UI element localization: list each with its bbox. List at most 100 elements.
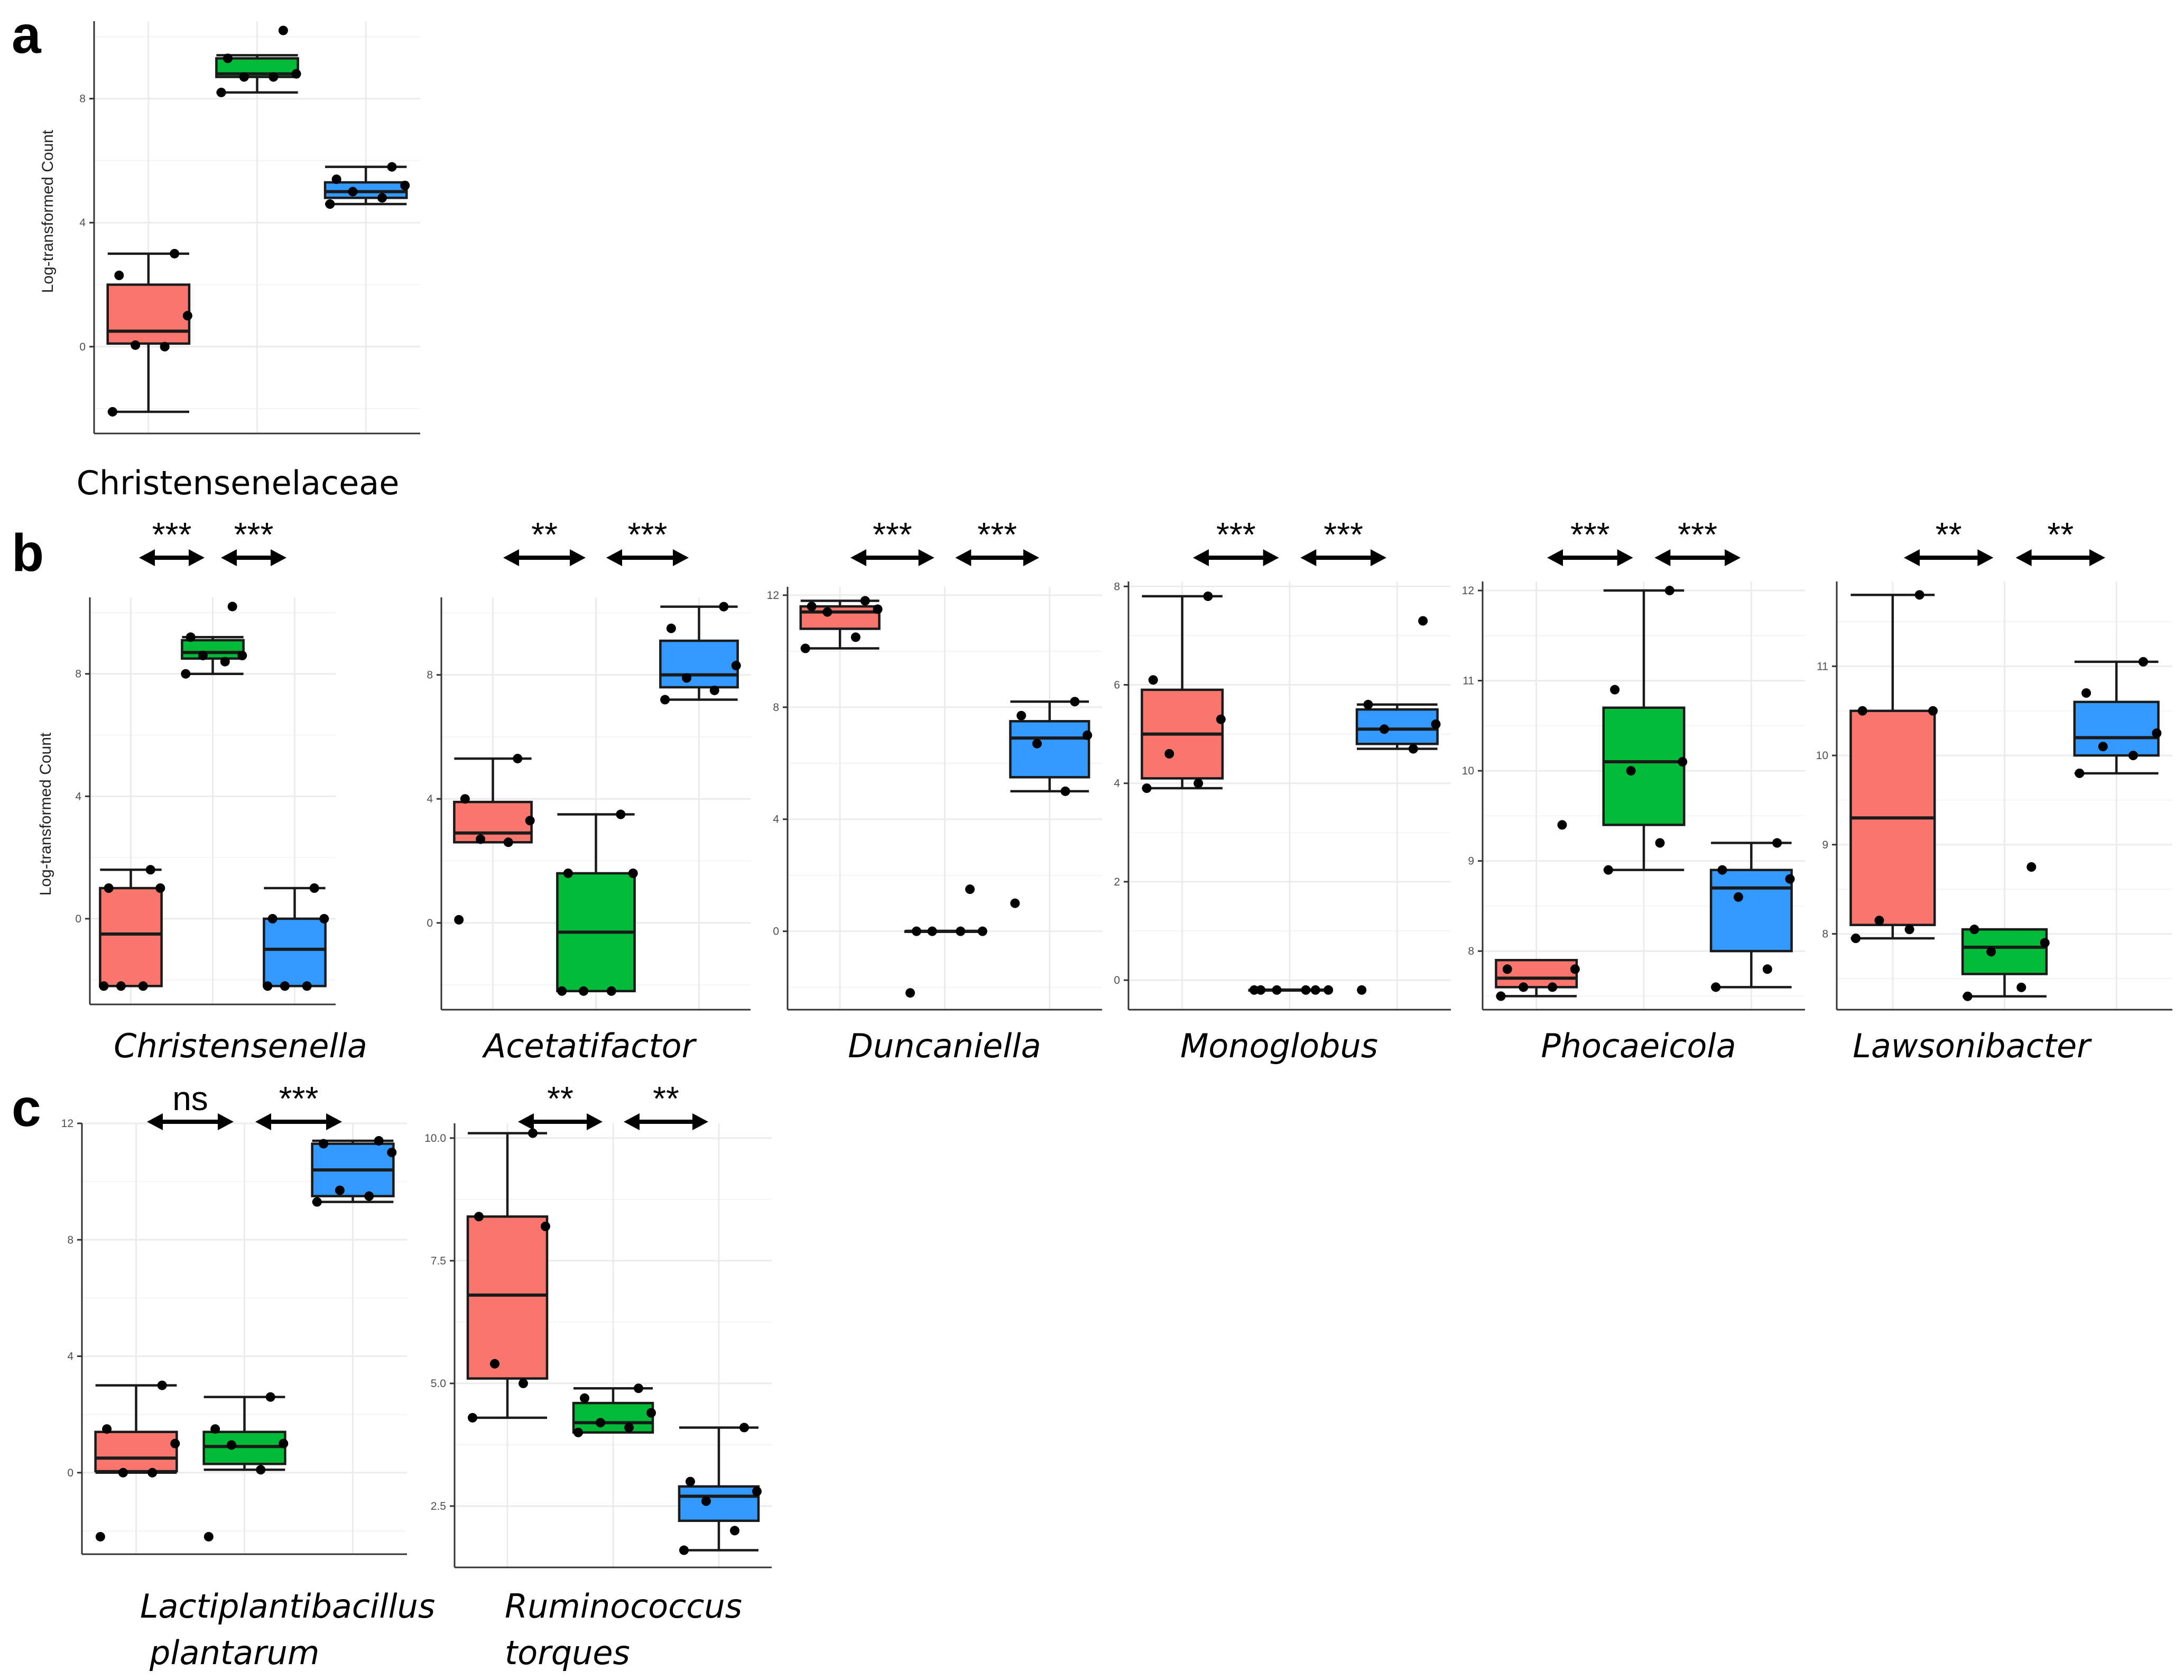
data-point [460,794,470,804]
data-point [1357,985,1367,995]
data-point [1310,985,1320,995]
data-point [1408,744,1418,754]
arrowhead-right [1023,549,1039,566]
data-point [312,1197,322,1207]
data-point [628,868,638,878]
data-point [302,981,312,991]
data-point [1785,874,1795,884]
data-point [965,884,975,894]
data-point [280,981,290,991]
significance-label: *** [628,515,668,553]
data-point [2138,657,2148,667]
box-group-3 [678,1485,760,1522]
data-point [170,248,180,259]
data-point [2098,742,2108,752]
data-point [2081,688,2092,698]
data-point [1272,985,1282,995]
data-point [138,981,148,991]
data-point [596,1418,605,1428]
box-group-1 [99,887,163,987]
arrowhead-right [189,549,205,566]
data-point [1904,925,1914,935]
data-point [278,25,288,35]
box-group-1 [94,1430,178,1473]
significance-label: *** [1216,515,1256,553]
y-tick-label: 8 [1114,580,1120,593]
taxon-label: Phocaeicola [1541,1027,1736,1065]
box-group-3 [659,639,739,689]
data-point [490,1359,499,1369]
y-tick-label: 8 [1822,928,1828,940]
taxon-label: Duncaniella [848,1027,1041,1065]
data-point [624,1423,634,1433]
data-point [850,632,860,642]
y-tick-label: 9 [1468,855,1474,867]
data-point [739,1423,749,1433]
y-tick-label: 4 [79,217,86,229]
significance-label: *** [279,1079,319,1118]
data-point [216,87,226,97]
data-point [730,1526,739,1536]
data-point [160,341,170,352]
y-tick-label: 4 [75,790,81,802]
data-point [1418,616,1428,626]
data-point [1363,699,1373,709]
data-point [198,651,208,660]
box-group-2 [1602,706,1686,826]
data-point [267,913,277,924]
panel-letter-c: c [12,1078,41,1138]
data-point [1203,591,1213,601]
arrowhead-right [692,1113,708,1130]
data-point [454,915,464,925]
data-point [1570,964,1580,974]
data-point [541,1221,550,1231]
data-point [1733,892,1743,902]
data-point [519,1378,528,1388]
chart-8: 0 4 8 12 Lactiplantibacillus plantarum ns *** [61,1079,436,1672]
data-point [679,1545,689,1555]
box-group-1 [466,1215,549,1380]
data-point [1148,675,1158,685]
data-point [1969,925,1979,935]
data-point [279,1438,289,1448]
arrowhead-right [218,1113,234,1130]
box-group-2 [1961,928,2048,975]
data-point [873,604,883,614]
data-point [513,753,523,763]
box-group-1 [1495,958,1578,989]
data-point [580,1393,589,1403]
data-point [1032,739,1042,749]
data-point [719,602,729,612]
arrowhead-right [2089,549,2105,566]
data-point [905,988,915,998]
data-point [118,1467,128,1478]
y-tick-label: 8 [67,1234,73,1246]
y-tick-label: 0 [773,926,779,938]
data-point [1016,710,1026,721]
data-point [1324,985,1334,995]
data-point [331,174,341,184]
arrowhead-right [1977,549,1994,566]
data-point [1431,719,1441,729]
data-point [348,187,358,197]
data-point [2075,768,2085,778]
data-point [377,193,387,203]
data-point [2026,862,2037,872]
significance-label: *** [152,515,192,553]
data-point [269,72,279,82]
significance-label: ** [2047,515,2074,553]
significance-label: *** [873,515,912,553]
data-point [606,986,616,996]
data-point [807,602,817,612]
data-point [1928,706,1938,716]
arrowhead-right [271,549,286,566]
data-point [1193,778,1204,788]
arrowhead-left [624,1113,640,1130]
data-point [1655,838,1665,848]
data-point [1986,947,1996,957]
data-point [927,926,937,936]
y-tick-label: 8 [75,668,81,680]
y-tick-label: 12 [767,589,779,602]
box-group-3 [263,917,327,987]
y-tick-label: 4 [67,1351,73,1363]
